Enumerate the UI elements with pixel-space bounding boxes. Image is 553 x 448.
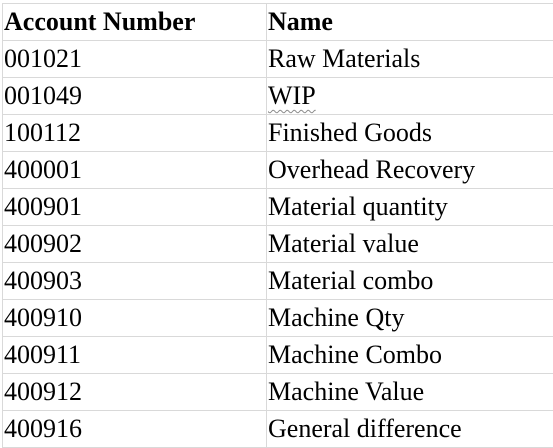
- table-row: 100112 Finished Goods: [3, 115, 553, 152]
- account-name-cell[interactable]: Finished Goods: [267, 115, 553, 152]
- account-number-cell[interactable]: 400901: [3, 189, 267, 226]
- account-name-cell[interactable]: Material combo: [267, 263, 553, 300]
- table-row: 400912 Machine Value: [3, 374, 553, 411]
- table-row: 400911 Machine Combo: [3, 337, 553, 374]
- table-row: 400916 General difference: [3, 411, 553, 448]
- table-row: 400902 Material value: [3, 226, 553, 263]
- table-row: 001049 WIP: [3, 78, 553, 115]
- table-row: 001021 Raw Materials: [3, 41, 553, 78]
- table-row: 400903 Material combo: [3, 263, 553, 300]
- account-name-cell[interactable]: Machine Combo: [267, 337, 553, 374]
- account-number-cell[interactable]: 001021: [3, 41, 267, 78]
- table-row: 400001 Overhead Recovery: [3, 152, 553, 189]
- account-number-cell[interactable]: 400902: [3, 226, 267, 263]
- header-row: Account Number Name: [3, 4, 553, 41]
- account-number-cell[interactable]: 400911: [3, 337, 267, 374]
- account-name-cell[interactable]: Raw Materials: [267, 41, 553, 78]
- account-number-cell[interactable]: 400910: [3, 300, 267, 337]
- table-row: 400910 Machine Qty: [3, 300, 553, 337]
- header-account-number[interactable]: Account Number: [3, 4, 267, 41]
- header-name[interactable]: Name: [267, 4, 553, 41]
- table-row: 400901 Material quantity: [3, 189, 553, 226]
- account-name-cell[interactable]: General difference: [267, 411, 553, 448]
- account-number-cell[interactable]: 001049: [3, 78, 267, 115]
- account-name-cell[interactable]: WIP: [267, 78, 553, 115]
- account-number-cell[interactable]: 400001: [3, 152, 267, 189]
- account-name-cell[interactable]: Material quantity: [267, 189, 553, 226]
- account-number-cell[interactable]: 100112: [3, 115, 267, 152]
- accounts-table: Account Number Name 001021 Raw Materials…: [2, 3, 553, 448]
- account-name-cell[interactable]: Machine Qty: [267, 300, 553, 337]
- account-number-cell[interactable]: 400903: [3, 263, 267, 300]
- spellcheck-flagged-text: WIP: [268, 81, 316, 110]
- account-number-cell[interactable]: 400912: [3, 374, 267, 411]
- account-name-cell[interactable]: Machine Value: [267, 374, 553, 411]
- account-number-cell[interactable]: 400916: [3, 411, 267, 448]
- account-name-cell[interactable]: Overhead Recovery: [267, 152, 553, 189]
- account-name-cell[interactable]: Material value: [267, 226, 553, 263]
